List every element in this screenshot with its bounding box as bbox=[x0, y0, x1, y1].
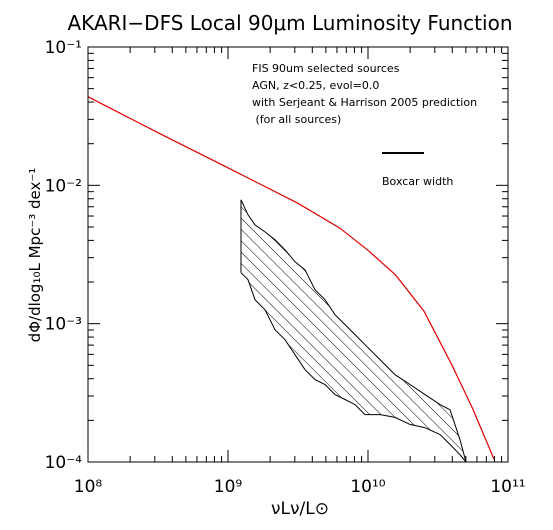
x-tick-label: 10¹⁰ bbox=[350, 477, 385, 497]
x-tick-label: 10¹¹ bbox=[490, 477, 525, 497]
y-tick-label: 10⁻³ bbox=[45, 315, 82, 335]
annotation: Boxcar width bbox=[382, 175, 453, 188]
x-axis-label: νLν/L⊙ bbox=[271, 499, 329, 519]
annotation: with Serjeant & Harrison 2005 prediction bbox=[252, 96, 477, 109]
annotation: FIS 90um selected sources bbox=[252, 62, 400, 75]
annotation: (for all sources) bbox=[252, 113, 341, 126]
y-tick-label: 10⁻¹ bbox=[45, 38, 82, 58]
x-tick-label: 10⁸ bbox=[74, 477, 103, 497]
x-tick-label: 10⁹ bbox=[214, 477, 243, 497]
band-hatch bbox=[241, 199, 466, 463]
band-lower bbox=[240, 272, 467, 463]
plot-frame bbox=[87, 46, 509, 463]
y-tick-label: 10⁻² bbox=[45, 176, 82, 196]
model-line bbox=[87, 96, 495, 460]
band-upper bbox=[240, 199, 467, 463]
y-axis-label: dΦ/dlog₁₀L Mpc⁻³ dex⁻¹ bbox=[26, 168, 44, 343]
chart-title: AKARI−DFS Local 90μm Luminosity Function bbox=[68, 11, 513, 35]
y-tick-label: 10⁻⁴ bbox=[45, 453, 83, 473]
annotation: AGN, z<0.25, evol=0.0 bbox=[252, 79, 379, 92]
